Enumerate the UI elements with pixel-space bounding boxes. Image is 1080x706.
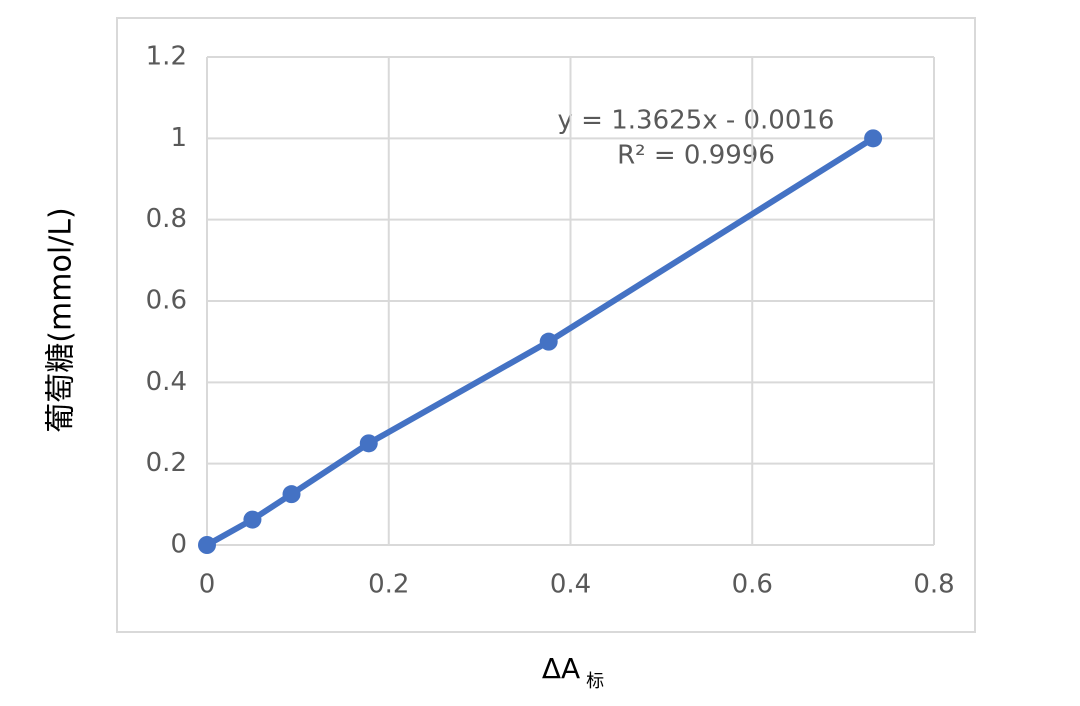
x-tick-label: 0.4	[550, 570, 591, 600]
y-tick-label: 0.4	[146, 367, 187, 397]
y-axis-title: 葡萄糖(mmol/L)	[44, 207, 79, 432]
data-point	[864, 129, 883, 148]
y-tick-label: 1.2	[146, 42, 187, 72]
x-axis-title: ΔA 标	[542, 652, 604, 692]
y-tick-label: 0	[170, 530, 187, 560]
data-point	[539, 332, 558, 351]
data-point	[282, 485, 301, 504]
y-tick-label: 0.8	[146, 204, 187, 234]
data-point	[198, 536, 216, 554]
y-tick-label: 1	[170, 123, 187, 153]
chart-border	[116, 17, 976, 633]
data-point	[243, 510, 262, 529]
x-tick-label: 0.8	[913, 570, 954, 600]
y-tick-label: 0.2	[146, 448, 187, 478]
x-axis-title-main: ΔA	[542, 652, 580, 685]
x-tick-label: 0	[199, 570, 216, 600]
x-axis-title-sub: 标	[586, 671, 604, 692]
data-point	[359, 434, 378, 453]
annotation: R² = 0.9996	[617, 141, 775, 171]
annotation: y = 1.3625x - 0.0016	[558, 106, 835, 136]
y-tick-label: 0.6	[146, 286, 187, 316]
x-tick-label: 0.2	[368, 570, 409, 600]
x-tick-label: 0.6	[732, 570, 773, 600]
